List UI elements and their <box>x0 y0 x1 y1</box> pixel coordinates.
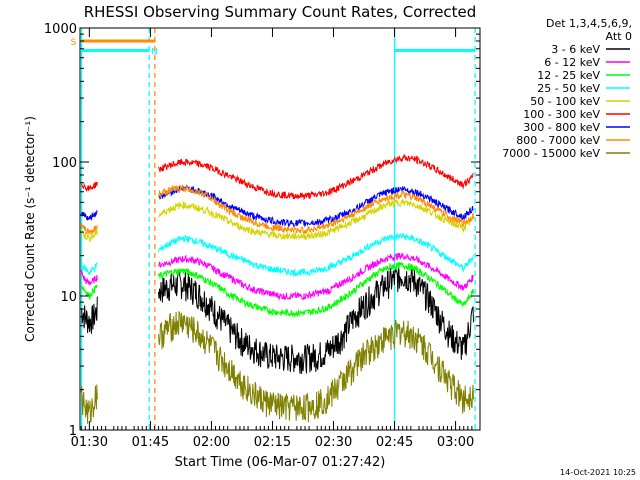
legend-label-4: 50 - 100 keV <box>530 95 600 108</box>
legend-label-1: 6 - 12 keV <box>544 56 600 69</box>
y-tick-label-3: 1000 <box>44 22 77 37</box>
y-tick-label-0: 1 <box>69 424 77 439</box>
x-tick-label-5: 02:45 <box>376 435 413 450</box>
series-line-2-seg-0 <box>81 284 98 300</box>
series-line-6-seg-1 <box>158 184 474 228</box>
series-line-4-seg-0 <box>80 228 98 242</box>
legend-label-0: 3 - 6 keV <box>551 43 600 56</box>
y-axis-label: Corrected Count Rate (s⁻¹ detector⁻¹) <box>23 116 37 342</box>
series-line-0-seg-1 <box>158 263 474 374</box>
x-tick-label-0: 01:30 <box>71 435 108 450</box>
flag-label-s: S <box>71 38 77 48</box>
series-line-8-seg-1 <box>158 311 474 423</box>
legend-label-2: 12 - 25 keV <box>537 69 600 82</box>
series-line-8-seg-0 <box>80 384 98 424</box>
series-line-1-seg-0 <box>80 269 98 285</box>
legend-label-5: 100 - 300 keV <box>523 108 600 121</box>
x-tick-label-2: 02:00 <box>193 435 230 450</box>
series-line-2-seg-1 <box>158 260 474 319</box>
tick-layer: 01:30 01:45 02:00 02:15 02:30 02:45 03:00 1 10 10… <box>44 22 481 450</box>
series-line-7-seg-0 <box>80 223 98 235</box>
legend-header-1: Det 1,3,4,5,6,9, <box>546 17 632 30</box>
series-line-3-seg-1 <box>158 232 474 277</box>
plot-frame <box>79 27 481 431</box>
legend-header-2: Att 0 <box>606 30 632 43</box>
legend-label-3: 25 - 50 keV <box>537 82 600 95</box>
legend-label-6: 300 - 800 keV <box>523 121 600 134</box>
legend-label-8: 7000 - 15000 keV <box>502 147 600 160</box>
x-tick-label-4: 02:30 <box>315 435 352 450</box>
flag-label-n: N <box>151 47 158 57</box>
series-line-6-seg-0 <box>80 209 98 222</box>
series-line-7-seg-1 <box>158 184 474 235</box>
series-line-5-seg-0 <box>81 181 98 192</box>
y-tick-label-2: 100 <box>52 156 77 171</box>
x-axis-label: Start Time (06-Mar-07 01:27:42) <box>175 455 386 470</box>
series-line-0-seg-0 <box>80 296 98 334</box>
legend-label-7: 800 - 7000 keV <box>516 134 600 147</box>
x-tick-label-3: 02:15 <box>254 435 291 450</box>
series-line-3-seg-0 <box>80 262 98 276</box>
footer-date: 14-Oct-2021 10:25 <box>560 468 636 477</box>
series-line-1-seg-1 <box>158 252 474 302</box>
series-line-5-seg-1 <box>158 153 474 201</box>
series-layer <box>80 153 474 424</box>
chart-title: RHESSI Observing Summary Count Rates, Co… <box>84 3 477 21</box>
series-line-4-seg-1 <box>158 197 474 241</box>
vline-layer: SN <box>71 28 476 430</box>
y-tick-label-1: 10 <box>60 290 77 305</box>
x-tick-label-6: 03:00 <box>437 435 474 450</box>
x-tick-label-1: 01:45 <box>132 435 169 450</box>
